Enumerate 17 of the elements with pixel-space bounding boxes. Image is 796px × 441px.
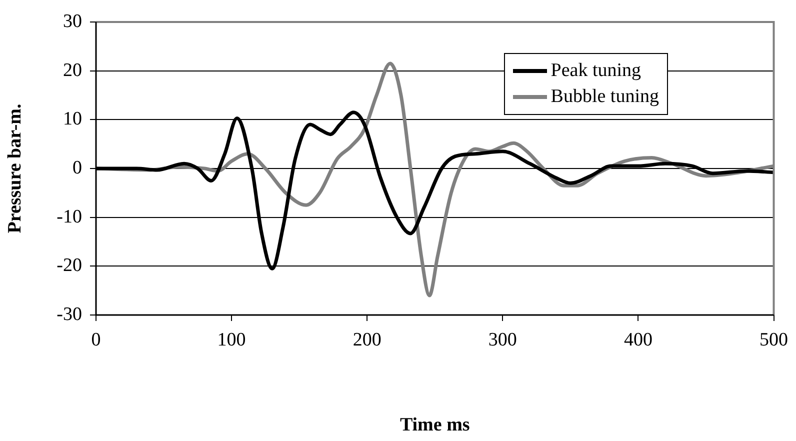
x-tick-label: 300 — [488, 329, 517, 350]
legend-label: Peak tuning — [550, 59, 642, 83]
y-tick-label: 10 — [63, 108, 82, 130]
y-tick-label: -10 — [56, 206, 82, 228]
y-tick-label: 20 — [63, 60, 82, 81]
x-tick-label: 400 — [624, 329, 652, 350]
y-tick-label: -20 — [56, 255, 82, 276]
x-tick-label: 100 — [217, 329, 246, 350]
y-tick-label: 30 — [63, 10, 82, 32]
x-axis-title: Time ms — [400, 414, 470, 436]
legend-label: Bubble tuning — [550, 85, 659, 109]
y-axis-title: Pressure bar-m. — [4, 104, 26, 234]
y-tick-label: -30 — [56, 304, 82, 325]
x-tick-label: 200 — [352, 329, 382, 350]
x-tick-label: 500 — [760, 329, 788, 350]
x-tick-label: 0 — [91, 329, 101, 350]
y-tick-label: 0 — [72, 157, 82, 178]
